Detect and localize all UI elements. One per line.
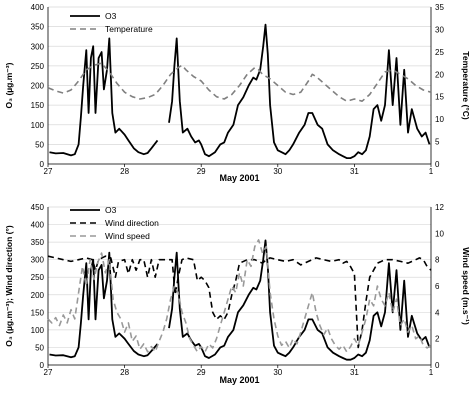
x-tick-label: 30	[273, 167, 282, 176]
x-tick-label: 29	[197, 368, 206, 377]
series-o3	[49, 23, 431, 159]
y2-axis-label: Temperature (°C)	[461, 51, 471, 120]
series-line	[168, 239, 431, 361]
y-axis-label: O₃ (µg.m⁻³)	[4, 62, 14, 108]
y2-tick-label: 12	[435, 203, 444, 212]
legend-label: O3	[105, 11, 117, 21]
x-tick-label: 27	[44, 167, 53, 176]
legend-label: Wind direction	[105, 218, 159, 228]
y-tick-label: 100	[31, 121, 45, 130]
y-tick-label: 300	[31, 42, 45, 51]
x-tick-label: 1	[429, 368, 434, 377]
series-line	[168, 23, 431, 159]
y2-tick-label: 5	[435, 138, 440, 147]
y2-tick-label: 10	[435, 115, 444, 124]
x-tick-label: 27	[44, 368, 53, 377]
y-tick-label: 50	[35, 140, 44, 149]
y-tick-label: 400	[31, 221, 45, 230]
x-tick-label: 31	[350, 167, 359, 176]
y-tick-label: 200	[31, 291, 45, 300]
y2-tick-label: 20	[435, 70, 444, 79]
y-tick-label: 400	[31, 3, 45, 12]
y-tick-label: 0	[40, 361, 45, 370]
series-line	[47, 239, 432, 353]
y-tick-label: 0	[40, 160, 45, 169]
series-wind-speed	[47, 239, 432, 353]
series-temperature	[47, 62, 432, 102]
chart-top-ozone-temperature: 0 50 100 150 200 250 300 350 400 0 5 10 15 20 25 30 35 27…	[4, 3, 471, 183]
x-tick-label: 1	[429, 167, 434, 176]
y2-tick-label: 15	[435, 93, 444, 102]
x-axis-label: May 2001	[219, 375, 259, 385]
legend-label: O3	[105, 205, 117, 215]
y-tick-label: 150	[31, 101, 45, 110]
series-line	[49, 37, 159, 157]
series-line	[49, 251, 159, 359]
y-tick-label: 450	[31, 203, 45, 212]
y2-tick-label: 10	[435, 229, 444, 238]
y-tick-label: 300	[31, 256, 45, 265]
y-tick-label: 250	[31, 273, 45, 282]
x-tick-label: 29	[197, 167, 206, 176]
y-tick-label: 150	[31, 308, 45, 317]
y2-tick-label: 25	[435, 48, 444, 57]
x-tick-label: 28	[120, 368, 129, 377]
y2-tick-label: 2	[435, 335, 440, 344]
y2-tick-label: 35	[435, 3, 444, 12]
y2-tick-label: 0	[435, 160, 440, 169]
series-line	[47, 62, 432, 102]
y-tick-label: 50	[35, 343, 44, 352]
x-tick-label: 31	[350, 368, 359, 377]
y-tick-label: 350	[31, 238, 45, 247]
series-wind-direction	[47, 255, 432, 349]
y2-tick-label: 6	[435, 282, 440, 291]
y2-tick-label: 30	[435, 25, 444, 34]
x-tick-label: 28	[120, 167, 129, 176]
y2-tick-label: 8	[435, 256, 440, 265]
y-tick-label: 100	[31, 326, 45, 335]
chart-bottom-ozone-wind: 0 50 100 150 200 250 300 350 400 450 0 2 4 6 8 10 12 27 28…	[4, 203, 471, 385]
y-tick-label: 200	[31, 82, 45, 91]
legend-label: Wind speed	[105, 231, 150, 241]
y-tick-label: 250	[31, 62, 45, 71]
y2-axis-label: Wind speed (m.s⁻¹)	[461, 247, 471, 325]
y2-tick-label: 0	[435, 361, 440, 370]
series-line	[47, 255, 432, 349]
y-tick-label: 350	[31, 23, 45, 32]
series-o3	[49, 239, 431, 361]
y2-tick-label: 4	[435, 308, 440, 317]
legend-label: Temperature	[105, 24, 153, 34]
x-tick-label: 30	[273, 368, 282, 377]
y-axis-label: O₃ (µg.m⁻³); Wind direction (°)	[4, 225, 14, 347]
x-axis-label: May 2001	[219, 173, 259, 183]
